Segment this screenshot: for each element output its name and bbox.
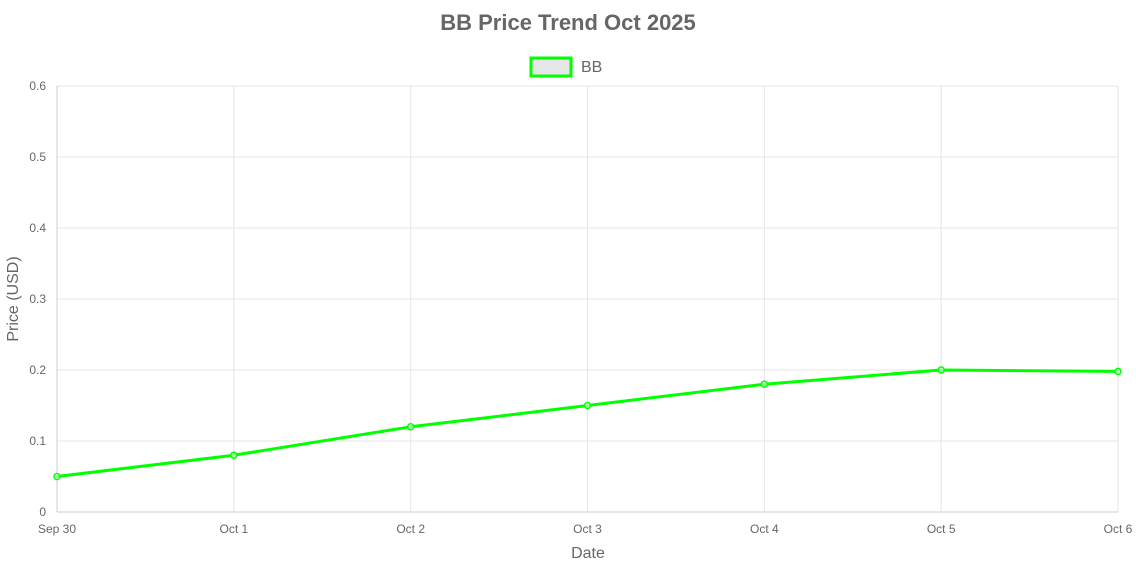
- x-tick-label: Oct 2: [396, 522, 425, 536]
- y-tick-label: 0.4: [29, 221, 46, 235]
- x-tick-label: Oct 6: [1104, 522, 1133, 536]
- x-axis-ticks: Sep 30 Oct 1 Oct 2 Oct 3 Oct 4 Oct 5 Oct 6: [38, 522, 1133, 536]
- y-axis-ticks: 0 0.1 0.2 0.3 0.4 0.5 0.6: [29, 79, 46, 519]
- data-point[interactable]: [937, 366, 945, 374]
- data-point[interactable]: [53, 472, 61, 481]
- y-tick-label: 0: [39, 505, 46, 519]
- y-tick-label: 0.3: [29, 292, 46, 306]
- grid: [57, 85, 1119, 512]
- data-point[interactable]: [583, 401, 592, 410]
- data-point[interactable]: [230, 451, 238, 459]
- series-bb: [53, 366, 1122, 481]
- legend-label-bb[interactable]: BB: [581, 59, 602, 76]
- legend-swatch-bb[interactable]: [529, 56, 573, 78]
- x-tick-label: Oct 3: [573, 522, 602, 536]
- y-tick-label: 0.2: [29, 363, 46, 377]
- data-point[interactable]: [760, 380, 769, 388]
- x-tick-label: Oct 4: [750, 522, 779, 536]
- x-tick-label: Sep 30: [38, 522, 76, 536]
- y-tick-label: 0.1: [29, 434, 46, 448]
- data-point[interactable]: [1114, 367, 1122, 376]
- y-axis-title: Price (USD): [5, 256, 22, 341]
- data-point[interactable]: [406, 423, 415, 431]
- y-tick-label: 0.5: [29, 150, 46, 164]
- chart-title: BB Price Trend Oct 2025: [440, 10, 696, 35]
- axes: [56, 86, 1118, 513]
- y-tick-label: 0.6: [29, 79, 46, 93]
- legend[interactable]: BB: [529, 56, 602, 78]
- x-axis-title: Date: [571, 545, 605, 562]
- x-tick-label: Oct 1: [219, 522, 248, 536]
- x-tick-label: Oct 5: [927, 522, 956, 536]
